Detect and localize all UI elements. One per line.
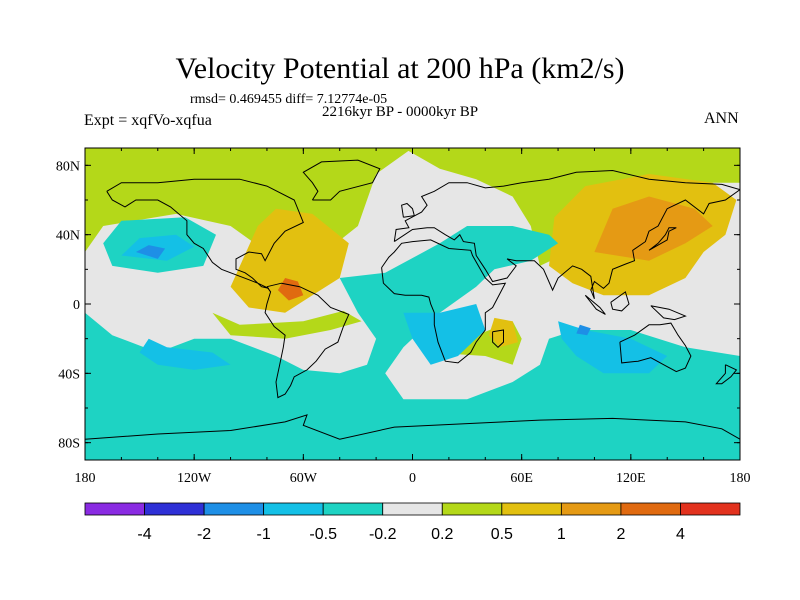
region-negative_-0.5_-1-12 bbox=[403, 304, 486, 365]
region-negative_-1_-2-16 bbox=[576, 324, 591, 336]
colorbar-label: 4 bbox=[676, 526, 685, 543]
x-tick-label: 180 bbox=[730, 471, 751, 486]
x-tick-label: 120E bbox=[616, 471, 646, 486]
colorbar-label: 0.5 bbox=[491, 526, 513, 543]
region-negative_-1_-2-15 bbox=[135, 245, 166, 259]
colorbar-swatch bbox=[382, 502, 443, 516]
colorbar-label: -1 bbox=[257, 526, 271, 543]
colorbar-label: 0.2 bbox=[431, 526, 453, 543]
coastline-greenland bbox=[302, 159, 381, 201]
colorbar-swatch bbox=[501, 502, 562, 516]
colorbar-swatch bbox=[84, 502, 145, 516]
colorbar-label: 1 bbox=[557, 526, 566, 543]
colorbar-swatch bbox=[441, 502, 503, 516]
colorbar-swatch bbox=[203, 502, 265, 516]
coastline-madagascar bbox=[492, 329, 504, 348]
colorbar-swatch bbox=[680, 502, 741, 516]
chart-title: Velocity Potential at 200 hPa (km2/s) bbox=[175, 52, 625, 85]
region-positive_0.5_1-4 bbox=[230, 208, 349, 313]
coastline-south-america bbox=[264, 282, 350, 399]
coastline-new-guinea bbox=[650, 305, 687, 321]
colorbar-label: -2 bbox=[197, 526, 211, 543]
experiment-label: Expt = xqfVo-xqfua bbox=[84, 112, 212, 129]
coastline-new-zealand bbox=[715, 364, 738, 385]
coastline-eurasia bbox=[393, 169, 740, 299]
x-axis: 180 120W 60W 0 60E 120E 180 bbox=[75, 148, 751, 486]
y-tick-label: 40N bbox=[56, 229, 80, 244]
x-tick-label: 180 bbox=[75, 471, 96, 486]
colorbar: -4 -2 -1 -0.5 -0.2 0.2 0.5 1 2 4 bbox=[84, 502, 741, 543]
y-tick-label: 80N bbox=[56, 159, 80, 174]
coastline-british-isles bbox=[401, 202, 415, 218]
coastline-antarctica bbox=[85, 414, 740, 440]
chart-subtitle: 2216kyr BP - 0000kyr BP bbox=[322, 104, 479, 120]
colorbar-swatch bbox=[263, 502, 324, 516]
x-tick-label: 0 bbox=[409, 471, 416, 486]
y-axis: 80N 40N 0 40S 80S bbox=[56, 159, 740, 452]
season-label: ANN bbox=[704, 110, 739, 127]
colorbar-label: -0.2 bbox=[369, 526, 397, 543]
colorbar-swatch bbox=[144, 502, 205, 516]
coastline-australia bbox=[619, 322, 692, 373]
coastline-japan bbox=[648, 227, 677, 251]
coastline bbox=[85, 159, 740, 440]
colorbar-label: -4 bbox=[137, 526, 151, 543]
coastline-africa bbox=[381, 239, 507, 364]
region-negative_-0.5_-1-13 bbox=[139, 338, 231, 370]
colorbar-swatch bbox=[322, 502, 384, 516]
stats-text: rmsd= 0.469455 diff= 7.12774e-05 bbox=[190, 92, 388, 107]
x-tick-label: 60W bbox=[290, 471, 318, 486]
region-positive_0.2_0.5-3 bbox=[212, 310, 362, 339]
contour-fields bbox=[85, 148, 740, 460]
colorbar-swatch bbox=[620, 502, 681, 516]
coastline-sumatra bbox=[584, 294, 606, 315]
y-tick-label: 80S bbox=[58, 437, 80, 452]
x-tick-label: 120W bbox=[177, 471, 212, 486]
y-tick-label: 0 bbox=[73, 298, 80, 313]
colorbar-swatch bbox=[560, 502, 622, 516]
coastline-borneo bbox=[610, 291, 630, 312]
region-negative_-0.2_-0.5-10 bbox=[85, 226, 740, 460]
y-tick-label: 40S bbox=[58, 367, 80, 382]
coastline-north-america bbox=[106, 178, 304, 289]
x-tick-label: 60E bbox=[510, 471, 533, 486]
colorbar-label: -0.5 bbox=[309, 526, 337, 543]
colorbar-label: 2 bbox=[616, 526, 625, 543]
